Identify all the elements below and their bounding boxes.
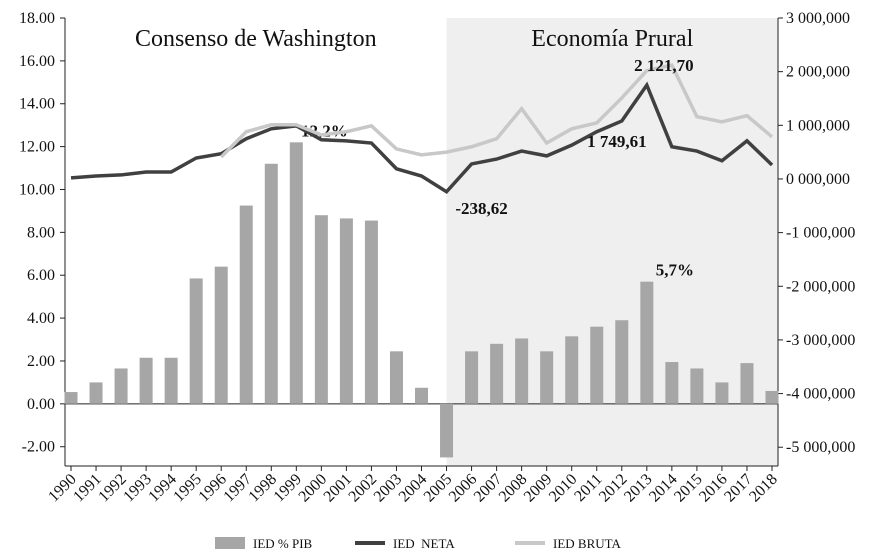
y2-tick-label: 1 000,000 <box>786 117 850 134</box>
bar <box>590 326 604 404</box>
bar <box>565 336 579 404</box>
y-tick-label: 0.00 <box>27 396 55 413</box>
bar <box>389 351 403 404</box>
y-tick-label: 4.00 <box>27 310 55 327</box>
bar <box>239 205 253 404</box>
y2-tick-label: 0 000,000 <box>786 171 850 188</box>
y-tick-label: 10.00 <box>19 181 55 198</box>
y2-tick-label: -3 000,000 <box>786 332 855 349</box>
data-label: 5,7% <box>656 261 694 280</box>
bar <box>615 320 629 404</box>
x-tick-label: 2018 <box>746 471 781 506</box>
legend-label: IED % PIB <box>253 536 313 551</box>
bar <box>715 382 729 404</box>
bar <box>164 357 178 404</box>
bar <box>465 351 479 404</box>
bar <box>339 218 353 404</box>
bar <box>64 392 78 404</box>
period-label: Consenso de Washington <box>135 26 377 52</box>
y2-tick-label: -4 000,000 <box>786 386 855 403</box>
period-label: Economía Prural <box>531 26 693 52</box>
y-tick-label: 2.00 <box>27 353 55 370</box>
bar <box>289 142 303 404</box>
y2-tick-label: -1 000,000 <box>786 225 855 242</box>
bar <box>364 220 378 404</box>
y-tick-label: 6.00 <box>27 267 55 284</box>
data-label: 2 121,70 <box>634 56 694 75</box>
bar <box>690 368 704 404</box>
y-tick-label: 18.00 <box>19 10 55 27</box>
bar <box>415 387 428 404</box>
bar <box>740 363 754 404</box>
y-tick-label: -2.00 <box>22 439 55 456</box>
bar <box>640 281 654 404</box>
y-tick-label: 16.00 <box>19 53 55 70</box>
legend-swatch <box>215 537 245 549</box>
bar <box>540 351 554 404</box>
legend-label: IED NETA <box>393 536 455 551</box>
bar <box>440 403 454 458</box>
bar <box>214 266 228 404</box>
bar <box>89 382 103 404</box>
bar <box>490 343 504 404</box>
y2-tick-label: 2 000,000 <box>786 64 850 81</box>
y-tick-label: 14.00 <box>19 96 55 113</box>
legend-label: IED BRUTA <box>553 536 622 551</box>
bar <box>765 390 779 404</box>
y-tick-label: 12.00 <box>19 139 55 156</box>
y2-tick-label: -2 000,000 <box>786 278 855 295</box>
bar <box>665 362 679 404</box>
line <box>219 63 774 159</box>
line <box>70 81 774 195</box>
bar <box>264 163 278 404</box>
data-label: -238,62 <box>455 199 507 218</box>
y-tick-label: 8.00 <box>27 224 55 241</box>
bar <box>114 368 128 404</box>
bar <box>189 278 203 404</box>
data-label: 1 749,61 <box>587 132 647 151</box>
bar <box>314 215 328 404</box>
y2-tick-label: 3 000,000 <box>786 10 850 27</box>
bar <box>515 338 529 404</box>
y2-tick-label: -5 000,000 <box>786 439 855 456</box>
bar <box>139 357 153 404</box>
